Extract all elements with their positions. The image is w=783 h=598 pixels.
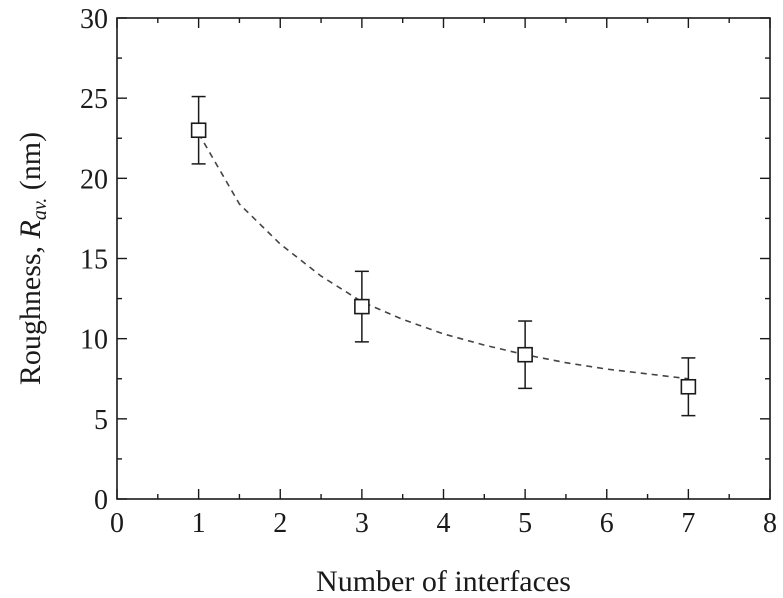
y-axis-title-prefix: Roughness, — [14, 238, 47, 385]
data-point — [517, 346, 533, 363]
y-axis-title-unit: (nm) — [14, 132, 47, 198]
y-tick-label: 0 — [94, 485, 108, 516]
y-tick-label: 20 — [80, 164, 108, 195]
x-tick-label: 5 — [518, 508, 532, 539]
x-tick-label: 2 — [273, 508, 287, 539]
y-tick-label: 15 — [80, 245, 108, 276]
x-tick-label: 3 — [355, 508, 369, 539]
x-tick-label: 4 — [437, 508, 451, 539]
x-tick-label: 8 — [763, 508, 777, 539]
data-point — [190, 122, 207, 139]
x-axis-title: Number of interfaces — [316, 565, 571, 598]
x-axis-ticks: 0 1 2 3 4 5 6 7 8 — [110, 18, 777, 539]
y-axis-title-symbol: R — [14, 220, 47, 239]
y-tick-label: 30 — [80, 4, 108, 35]
y-tick-label: 25 — [80, 84, 108, 115]
y-tick-label: 5 — [94, 405, 108, 436]
error-bar-layer — [191, 95, 696, 417]
marker-layer — [190, 122, 697, 395]
x-tick-label: 6 — [600, 508, 614, 539]
plot-frame — [116, 17, 771, 500]
axes — [116, 17, 771, 500]
y-tick-label: 10 — [80, 325, 108, 356]
data-point — [354, 298, 370, 315]
y-axis-title: Roughness, Rav. (nm) — [14, 132, 51, 385]
data-point — [680, 378, 697, 395]
y-axis-title-subscript: av. — [29, 198, 51, 220]
x-tick-label: 0 — [110, 508, 124, 539]
y-axis-ticks: 0 5 10 15 20 25 30 — [80, 4, 770, 516]
x-tick-label: 1 — [192, 508, 206, 539]
fit-curve — [197, 132, 689, 380]
x-tick-label: 7 — [681, 508, 695, 539]
fit-curve-layer — [197, 132, 689, 380]
